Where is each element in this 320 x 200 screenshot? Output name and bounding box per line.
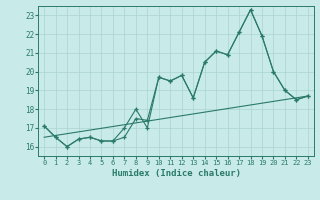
- X-axis label: Humidex (Indice chaleur): Humidex (Indice chaleur): [111, 169, 241, 178]
